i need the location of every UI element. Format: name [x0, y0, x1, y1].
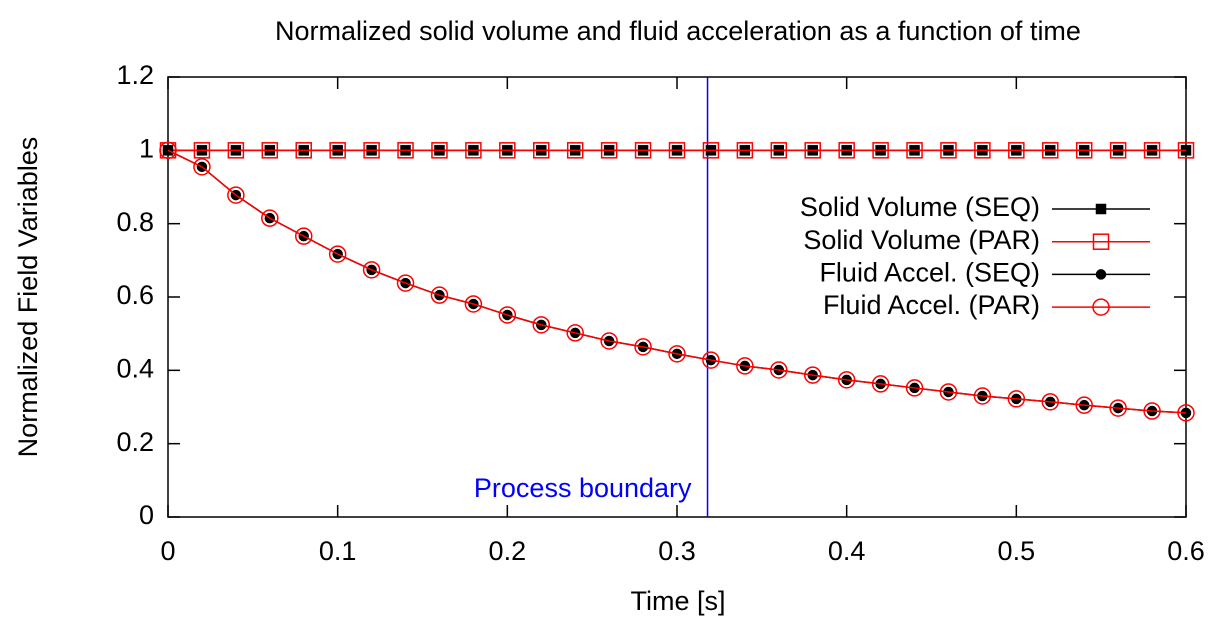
marker — [1109, 399, 1127, 417]
marker — [906, 142, 923, 159]
marker — [1041, 393, 1060, 411]
marker — [871, 375, 890, 393]
x-tick-label: 0.5 — [998, 536, 1036, 566]
marker — [770, 142, 788, 159]
legend-label: Fluid Accel. (PAR) — [823, 290, 1040, 320]
marker — [1177, 404, 1195, 422]
marker — [397, 142, 414, 159]
marker — [261, 142, 279, 159]
annotation-text: Process boundary — [474, 473, 692, 503]
marker — [803, 366, 822, 384]
marker — [532, 316, 551, 334]
marker — [499, 142, 516, 159]
marker — [295, 142, 312, 159]
y-tick-label: 0.8 — [116, 207, 154, 237]
marker — [227, 142, 245, 159]
marker — [1042, 142, 1059, 159]
series-line — [167, 149, 1187, 414]
marker — [600, 142, 618, 159]
marker — [465, 142, 482, 159]
marker — [974, 142, 991, 159]
marker — [193, 158, 211, 176]
x-tick-label: 0.4 — [828, 536, 866, 566]
marker — [227, 186, 245, 204]
marker — [939, 383, 958, 401]
legend-marker — [1092, 298, 1110, 316]
marker — [804, 142, 821, 159]
marker — [362, 261, 381, 279]
marker — [838, 142, 855, 159]
marker — [430, 286, 449, 304]
chart-title: Normalized solid volume and fluid accele… — [275, 16, 1081, 46]
marker — [1075, 142, 1093, 159]
marker — [329, 142, 346, 159]
marker — [940, 142, 957, 159]
y-axis-label: Normalized Field Variables — [13, 137, 43, 458]
marker — [973, 387, 992, 405]
marker — [193, 142, 211, 159]
y-tick-label: 0 — [139, 500, 154, 530]
marker — [668, 142, 686, 159]
marker — [566, 324, 584, 342]
legend-label: Solid Volume (SEQ) — [800, 192, 1040, 222]
marker — [837, 371, 856, 389]
marker — [294, 227, 313, 245]
x-tick-label: 0.6 — [1167, 536, 1205, 566]
legend-label: Solid Volume (PAR) — [803, 225, 1040, 255]
marker — [668, 345, 686, 363]
marker — [566, 142, 584, 159]
marker — [600, 332, 618, 350]
marker — [1143, 402, 1161, 420]
marker — [1075, 396, 1093, 414]
legend-label: Fluid Accel. (SEQ) — [819, 258, 1040, 288]
y-tick-label: 1 — [139, 133, 154, 163]
marker — [159, 141, 177, 160]
y-tick-label: 1.2 — [116, 60, 154, 90]
marker — [328, 245, 347, 263]
x-tick-label: 0.1 — [319, 536, 357, 566]
legend-marker — [1092, 233, 1110, 250]
marker — [736, 142, 754, 159]
legend-marker — [1095, 269, 1107, 280]
y-tick-label: 0.2 — [116, 427, 154, 457]
marker — [1177, 142, 1195, 159]
marker — [464, 295, 483, 313]
marker — [634, 142, 652, 159]
marker — [702, 142, 720, 159]
x-tick-label: 0.2 — [489, 536, 527, 566]
x-tick-label: 0.3 — [658, 536, 696, 566]
marker — [872, 142, 889, 159]
marker — [736, 357, 754, 375]
marker — [905, 379, 924, 397]
marker — [431, 142, 448, 159]
marker — [1008, 142, 1025, 159]
y-tick-label: 0.6 — [116, 280, 154, 310]
marker — [261, 209, 279, 227]
marker — [634, 338, 652, 356]
marker — [396, 274, 415, 292]
marker — [363, 142, 380, 159]
y-tick-label: 0.4 — [116, 353, 154, 383]
marker — [498, 306, 517, 324]
x-tick-label: 0 — [160, 536, 175, 566]
x-axis-label: Time [s] — [630, 586, 725, 616]
marker — [702, 351, 720, 369]
marker — [1007, 390, 1026, 408]
marker — [770, 361, 788, 379]
legend-marker — [1095, 203, 1107, 215]
marker — [1143, 142, 1161, 159]
marker — [533, 142, 550, 159]
marker — [1109, 142, 1127, 159]
